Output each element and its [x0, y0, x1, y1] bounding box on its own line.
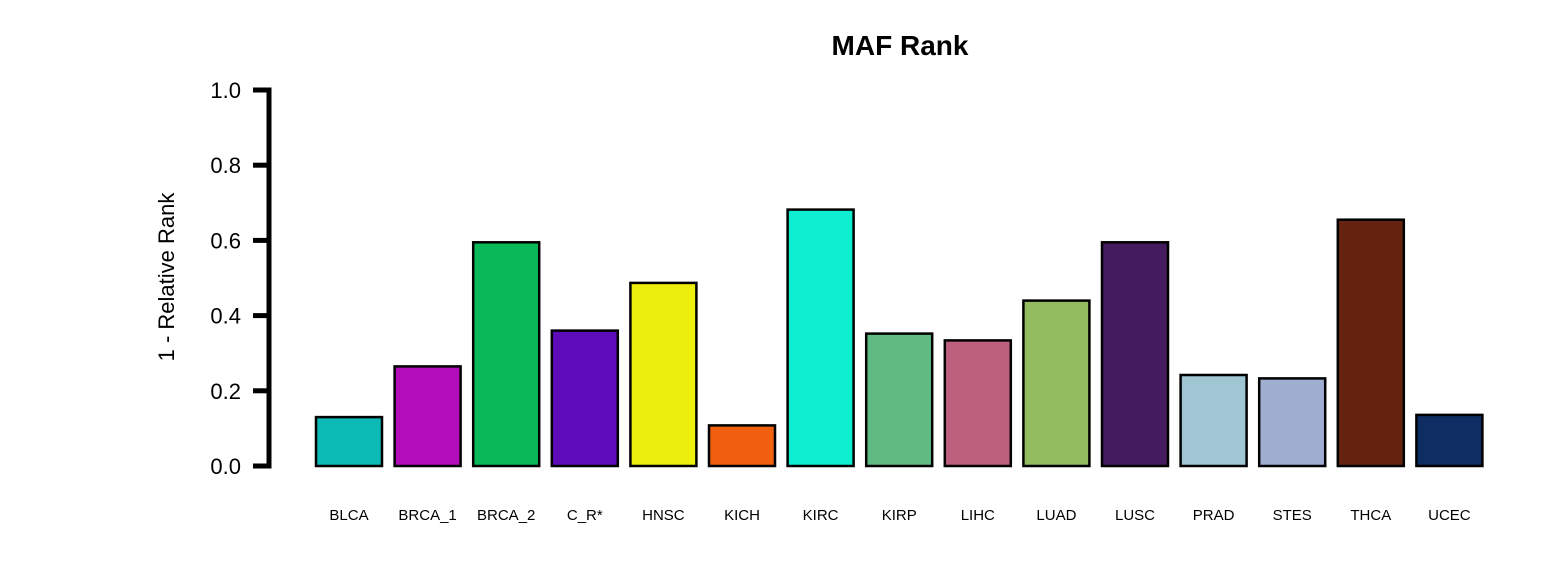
bar-c-r- [550, 329, 620, 468]
bar-thca [1336, 218, 1406, 468]
bar-blca [314, 415, 384, 468]
bar-ucec [1415, 413, 1484, 468]
x-tick-label: LUAD [1036, 507, 1076, 524]
x-tick-label: BRCA_1 [398, 507, 456, 524]
bar-brca-1 [393, 365, 462, 468]
y-tick-label: 1.0 [210, 78, 241, 103]
y-axis-label: 1 - Relative Rank [154, 192, 179, 362]
x-tick-label: THCA [1350, 507, 1391, 524]
x-tick-label: KICH [724, 507, 760, 524]
bar-prad [1179, 373, 1248, 468]
y-tick-label: 0.6 [210, 228, 241, 253]
x-tick-label: BLCA [329, 507, 368, 524]
chart-title: MAF Rank [832, 30, 969, 61]
x-tick-label: LIHC [961, 507, 995, 524]
bars-group [314, 208, 1484, 468]
y-axis: 0.0 0.2 0.4 0.6 0.8 1.0 [210, 78, 272, 479]
x-tick-label: BRCA_2 [477, 507, 535, 524]
y-tick-label: 0.8 [210, 153, 241, 178]
bar-lusc [1100, 241, 1170, 468]
x-tick-label: HNSC [642, 507, 685, 524]
bar-lihc [943, 339, 1013, 468]
x-tick-label: PRAD [1193, 507, 1235, 524]
bar-kich [707, 424, 777, 468]
x-tick-label: C_R* [567, 507, 603, 524]
x-tick-label: UCEC [1428, 507, 1471, 524]
bar-luad [1022, 299, 1091, 468]
bar-kirp [864, 332, 934, 468]
x-tick-labels: BLCA BRCA_1 BRCA_2 C_R* HNSC KICH KIRC KIRP LIHC… [329, 507, 1470, 524]
y-tick-label: 0.4 [210, 304, 241, 329]
x-tick-label: KIRC [803, 507, 839, 524]
y-tick-label: 0.0 [210, 454, 241, 479]
x-tick-label: STES [1273, 507, 1312, 524]
bar-hnsc [629, 281, 698, 468]
bar-brca-2 [471, 241, 541, 468]
x-tick-label: LUSC [1115, 507, 1155, 524]
x-tick-label: KIRP [882, 507, 917, 524]
y-tick-label: 0.2 [210, 379, 241, 404]
bar-kirc [786, 208, 855, 468]
bar-stes [1257, 377, 1327, 468]
